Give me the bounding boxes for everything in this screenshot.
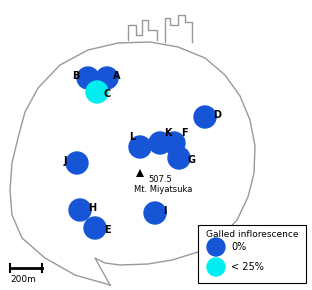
- Text: Mt. Miyatsuka: Mt. Miyatsuka: [134, 185, 193, 194]
- Text: C: C: [103, 89, 111, 99]
- Text: D: D: [213, 110, 221, 120]
- Text: G: G: [187, 155, 195, 165]
- Circle shape: [168, 147, 190, 169]
- Circle shape: [207, 258, 225, 276]
- Text: B: B: [72, 71, 80, 81]
- FancyBboxPatch shape: [198, 225, 306, 283]
- Text: 507.5: 507.5: [148, 175, 172, 184]
- Text: < 25%: < 25%: [231, 262, 264, 272]
- Text: H: H: [88, 203, 96, 213]
- Circle shape: [69, 199, 91, 221]
- Text: Galled inflorescence: Galled inflorescence: [206, 230, 298, 239]
- Text: I: I: [163, 206, 167, 216]
- Text: A: A: [113, 71, 121, 81]
- Circle shape: [149, 132, 171, 154]
- Circle shape: [129, 136, 151, 158]
- Circle shape: [163, 132, 185, 154]
- Circle shape: [207, 238, 225, 256]
- Circle shape: [77, 67, 99, 89]
- Text: E: E: [104, 225, 110, 235]
- Text: F: F: [181, 128, 187, 138]
- Circle shape: [86, 81, 108, 103]
- Circle shape: [144, 202, 166, 224]
- Text: J: J: [63, 156, 67, 166]
- Text: L: L: [129, 132, 135, 142]
- Circle shape: [84, 217, 106, 239]
- Circle shape: [96, 67, 118, 89]
- Text: 200m: 200m: [10, 275, 36, 284]
- Circle shape: [66, 152, 88, 174]
- Text: K: K: [164, 128, 172, 138]
- Text: 0%: 0%: [231, 242, 246, 252]
- Circle shape: [194, 106, 216, 128]
